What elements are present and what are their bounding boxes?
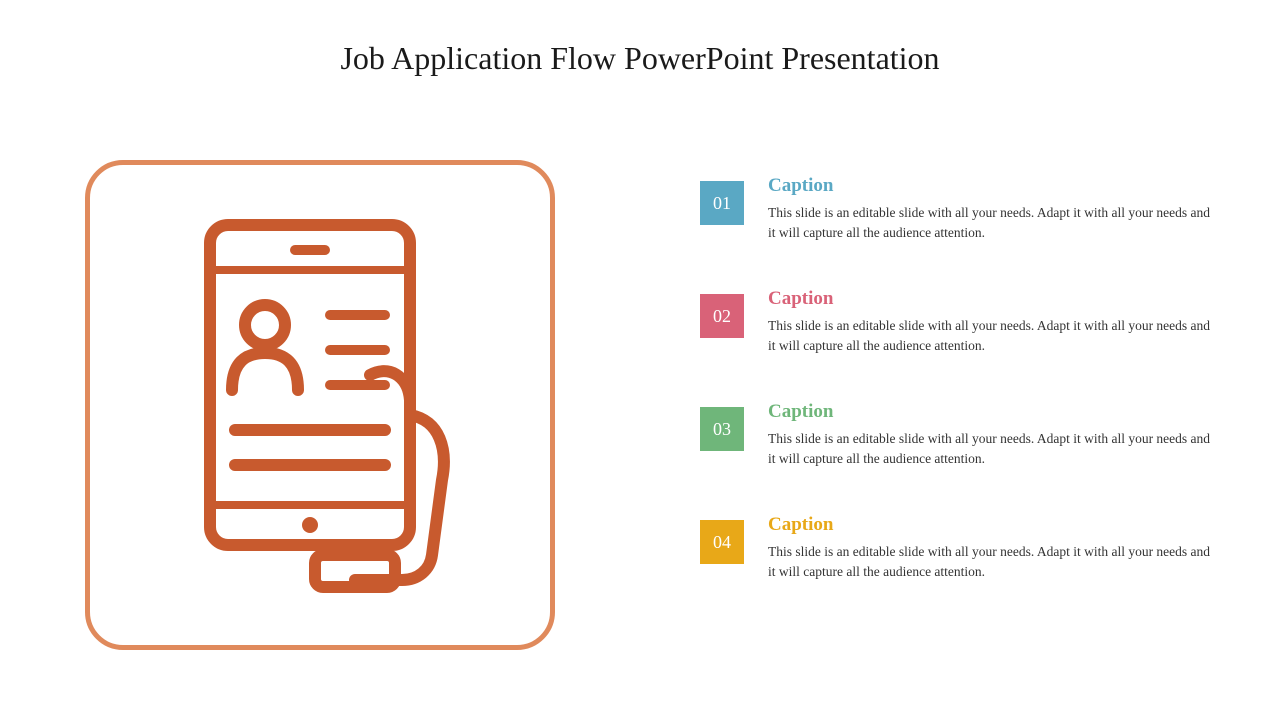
- number-box-04: 04: [700, 520, 744, 564]
- caption-row: 02 Caption This slide is an editable sli…: [700, 288, 1220, 355]
- slide-title: Job Application Flow PowerPoint Presenta…: [0, 40, 1280, 77]
- caption-row: 04 Caption This slide is an editable sli…: [700, 514, 1220, 581]
- caption-title: Caption: [768, 288, 1220, 310]
- number-box-02: 02: [700, 294, 744, 338]
- caption-title: Caption: [768, 514, 1220, 536]
- icon-panel: [85, 160, 555, 650]
- caption-description: This slide is an editable slide with all…: [768, 316, 1220, 355]
- caption-content: Caption This slide is an editable slide …: [768, 514, 1220, 581]
- caption-content: Caption This slide is an editable slide …: [768, 288, 1220, 355]
- caption-description: This slide is an editable slide with all…: [768, 203, 1220, 242]
- caption-description: This slide is an editable slide with all…: [768, 429, 1220, 468]
- number-box-01: 01: [700, 181, 744, 225]
- caption-row: 01 Caption This slide is an editable sli…: [700, 175, 1220, 242]
- caption-row: 03 Caption This slide is an editable sli…: [700, 401, 1220, 468]
- captions-panel: 01 Caption This slide is an editable sli…: [700, 175, 1220, 628]
- number-box-03: 03: [700, 407, 744, 451]
- caption-content: Caption This slide is an editable slide …: [768, 401, 1220, 468]
- caption-title: Caption: [768, 175, 1220, 197]
- caption-content: Caption This slide is an editable slide …: [768, 175, 1220, 242]
- caption-description: This slide is an editable slide with all…: [768, 542, 1220, 581]
- caption-title: Caption: [768, 401, 1220, 423]
- resume-phone-icon: [160, 215, 480, 595]
